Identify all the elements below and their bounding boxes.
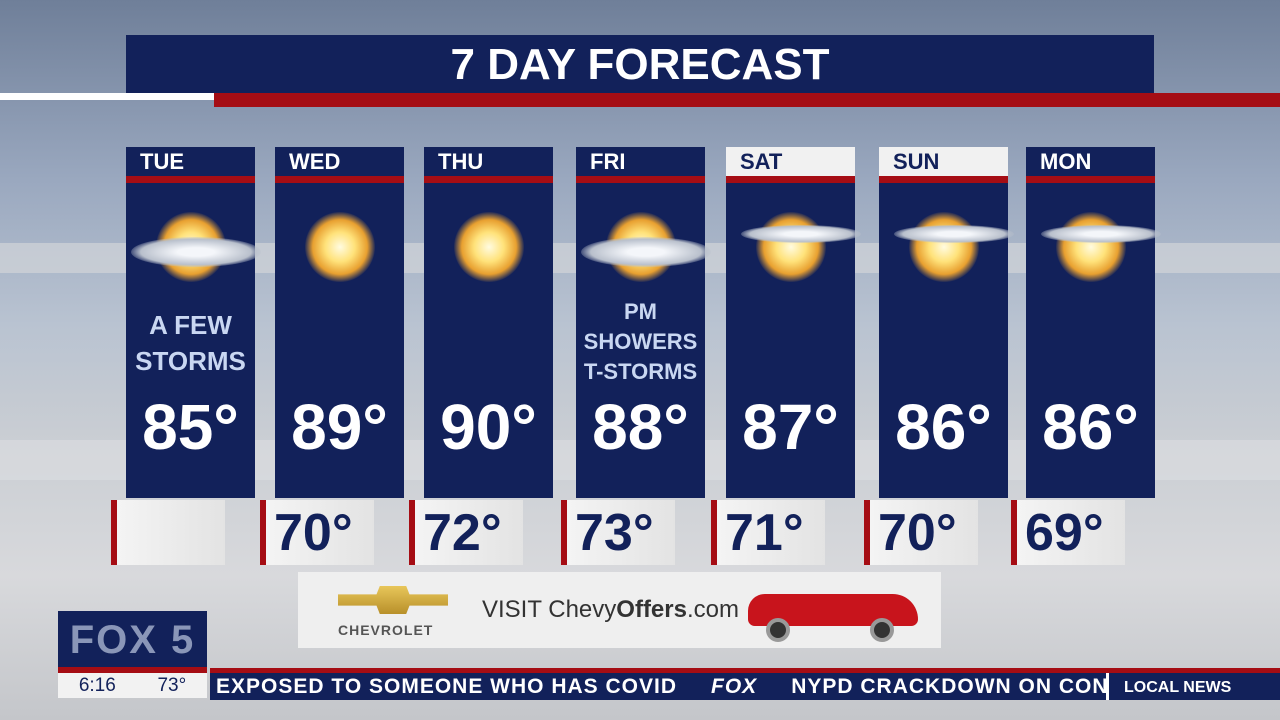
divider (1011, 500, 1017, 565)
divider (561, 500, 567, 565)
low-temp-box: 70° (260, 500, 388, 565)
low-temp-box: 72° (409, 500, 537, 565)
car-image (748, 582, 918, 642)
forecast-day-tue: TUE A FEW STORMS 85° (126, 147, 261, 498)
high-temp: 87° (742, 391, 839, 463)
divider (0, 93, 214, 100)
divider (126, 176, 255, 183)
chevrolet-bowtie-logo (338, 586, 448, 614)
divider (576, 176, 705, 183)
sun-cloud-storm-icon (130, 197, 261, 297)
high-temp: 89° (291, 391, 388, 463)
low-temp-box (111, 500, 239, 565)
condition-text: A FEW STORMS (135, 310, 246, 376)
ticker-headline: EXPOSED TO SOMEONE WHO HAS COVID (216, 675, 678, 698)
divider (58, 667, 207, 673)
day-label: FRI (590, 149, 626, 174)
low-temp: 72° (415, 500, 523, 565)
day-label: SAT (726, 147, 855, 176)
current-time: 6:16 (78, 675, 116, 696)
low-temp (117, 500, 225, 565)
sun-cloud-storm-icon (580, 197, 711, 297)
divider (1106, 673, 1109, 700)
divider (711, 500, 717, 565)
day-label: SUN (879, 147, 1008, 176)
forecast-day-sat: SAT 87° (726, 147, 861, 498)
ticker-label: LOCAL NEWS (1124, 679, 1232, 696)
time-temp-bar: 6:16 73° (58, 673, 207, 698)
low-temp: 70° (266, 500, 374, 565)
forecast-day-fri: FRI PM SHOWERS T-STORMS 88° (576, 147, 711, 498)
ad-text: VISIT ChevyOffers.com (482, 596, 739, 623)
forecast-day-sun: SUN 86° (879, 147, 1014, 498)
divider (879, 176, 1008, 183)
divider (424, 176, 553, 183)
ad-brand: CHEVROLET (338, 622, 434, 638)
divider (1026, 176, 1155, 183)
divider (214, 93, 1280, 107)
divider (275, 176, 404, 183)
high-temp: 88° (592, 391, 689, 463)
forecast-day-wed: WED 89° (275, 147, 404, 498)
divider (111, 500, 117, 565)
partly-sunny-icon (893, 197, 1014, 297)
fox-logo: FOX (711, 675, 758, 698)
day-label: THU (438, 149, 484, 174)
high-temp: 90° (440, 391, 537, 463)
ticker-headline: NYPD CRACKDOWN ON CON (791, 675, 1106, 698)
divider (726, 176, 855, 183)
low-temp-box: 71° (711, 500, 839, 565)
page-title: 7 DAY FORECAST (126, 35, 1154, 93)
divider (864, 500, 870, 565)
partly-sunny-icon (740, 197, 861, 297)
low-temp: 70° (870, 500, 978, 565)
low-temp: 69° (1017, 500, 1125, 565)
day-label: MON (1040, 149, 1092, 174)
partly-sunny-icon (1040, 197, 1161, 297)
news-ticker: EXPOSED TO SOMEONE WHO HAS COVID FOX NYPD … (210, 668, 1280, 700)
day-label: TUE (140, 149, 184, 174)
low-temp-box: 70° (864, 500, 992, 565)
high-temp: 86° (1042, 391, 1139, 463)
divider (409, 500, 415, 565)
forecast-day-mon: MON 86° (1026, 147, 1161, 498)
low-temp-box: 69° (1011, 500, 1139, 565)
sun-icon (290, 197, 390, 297)
high-temp: 85° (142, 391, 239, 463)
low-temp: 71° (717, 500, 825, 565)
low-temp: 73° (567, 500, 675, 565)
low-temp-box: 73° (561, 500, 689, 565)
fox5-logo: FOX 5 (58, 611, 207, 667)
chevy-ad[interactable]: CHEVROLET VISIT ChevyOffers.com (298, 572, 941, 648)
forecast-day-thu: THU 90° (424, 147, 553, 498)
condition-text: PM SHOWERS T-STORMS (583, 299, 698, 384)
divider (260, 500, 266, 565)
high-temp: 86° (895, 391, 992, 463)
sun-icon (439, 197, 539, 297)
day-label: WED (289, 149, 341, 174)
current-temp: 73° (157, 675, 187, 696)
